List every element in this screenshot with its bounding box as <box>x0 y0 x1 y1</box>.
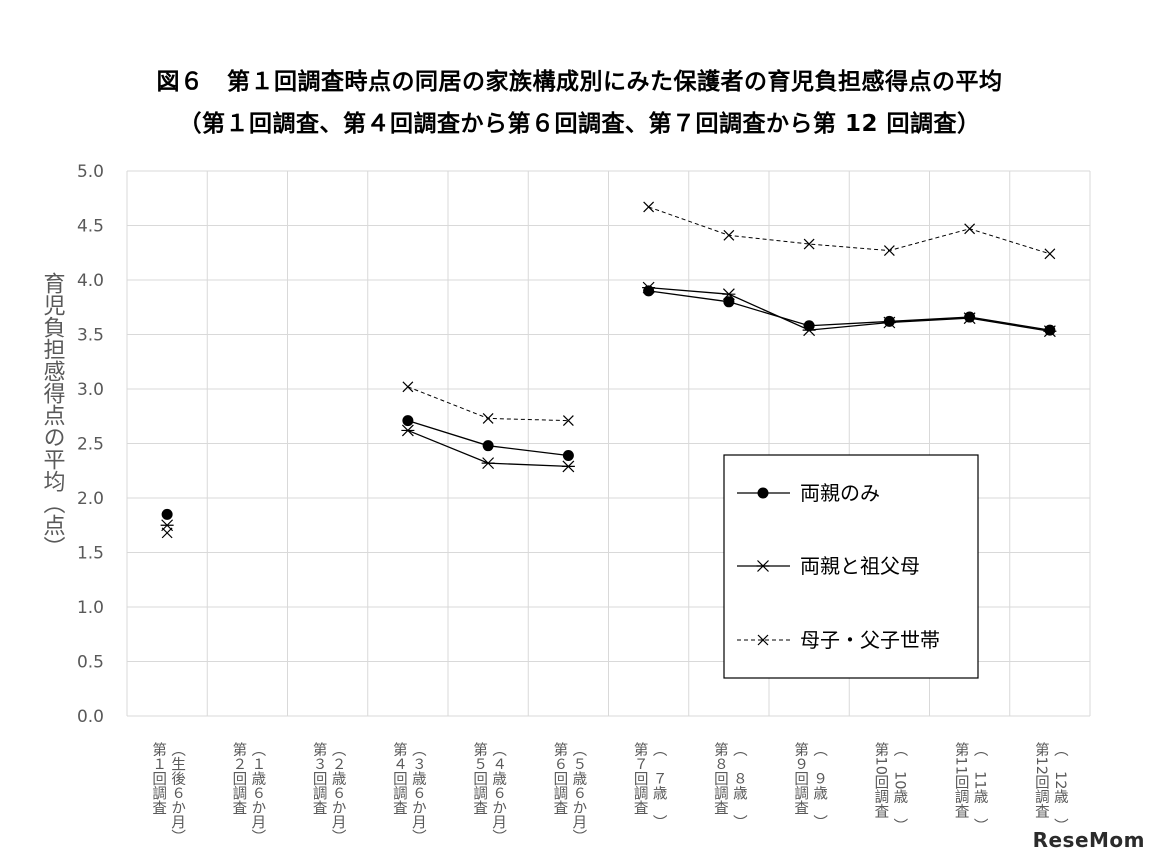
y-tick-label: 3.0 <box>77 380 104 400</box>
point-x <box>482 413 494 424</box>
chart-title-line1: 図６ 第１回調査時点の同居の家族構成別にみた保護者の育児負担感得点の平均 <box>156 69 1003 95</box>
y-tick-label: 2.5 <box>77 435 104 455</box>
point-circle <box>1044 324 1056 336</box>
legend-label: 母子・父子世帯 <box>800 628 940 652</box>
x-tick-sublabel: （３歳６か月） <box>410 742 426 844</box>
x-tick-label: 第10回調査 <box>872 741 888 819</box>
point-circle <box>482 440 494 452</box>
point-x <box>803 238 815 250</box>
point-star <box>722 288 736 301</box>
series-lines <box>407 206 1051 468</box>
x-tick-label: 第11回調査 <box>953 741 969 819</box>
legend-label: 両親と祖父母 <box>800 554 920 578</box>
y-tick-label: 1.5 <box>77 544 104 564</box>
point-circle <box>757 487 769 499</box>
x-tick-sublabel: （ ７歳 ） <box>651 742 667 829</box>
point-star <box>802 324 816 337</box>
series-line <box>407 386 569 422</box>
point-x <box>723 229 735 241</box>
point-x <box>562 415 574 427</box>
point-circle <box>883 315 895 327</box>
legend-label: 両親のみ <box>800 481 880 505</box>
x-tick-label: 第９回調査 <box>792 741 808 815</box>
x-tick-label: 第４回調査 <box>391 741 407 815</box>
series-line <box>648 290 1050 331</box>
x-tick-sublabel: （４歳６か月） <box>490 742 506 844</box>
x-tick-sublabel: （ ８歳 ） <box>731 742 747 829</box>
point-circle <box>723 296 735 308</box>
point-star <box>1043 325 1057 338</box>
point-circle <box>964 311 976 323</box>
y-axis-ticks: 0.0 0.5 1.0 1.5 2.0 2.5 3.0 3.5 4.0 4.5 5.0 <box>77 162 104 727</box>
x-tick-label: 第12回調査 <box>1033 741 1049 819</box>
y-tick-label: 0.0 <box>77 707 104 727</box>
x-tick-label: 第７回調査 <box>632 741 648 815</box>
y-tick-label: 1.0 <box>77 598 104 618</box>
point-x <box>643 201 655 213</box>
watermark-text: ReseMom <box>1032 828 1145 852</box>
series-line <box>648 286 1050 332</box>
x-tick-sublabel: （ 12歳 ） <box>1052 742 1068 833</box>
point-star <box>756 560 770 572</box>
point-star <box>642 281 656 294</box>
y-tick-label: 4.0 <box>77 271 104 291</box>
x-axis-labels: 第１回調査 （生後６か月） 第２回調査 （１歳６か月） 第３回調査 （２歳６か月） 第４回調… <box>150 741 1068 844</box>
point-circle <box>803 320 815 332</box>
point-circle <box>161 508 173 520</box>
x-tick-label: 第２回調査 <box>230 741 246 815</box>
x-tick-label: 第５回調査 <box>471 741 487 815</box>
y-tick-label: 0.5 <box>77 653 104 673</box>
x-tick-label: 第８回調査 <box>712 741 728 815</box>
point-x <box>402 381 414 393</box>
point-x <box>964 223 976 235</box>
point-x <box>883 245 895 256</box>
point-star <box>963 312 977 325</box>
y-tick-label: 5.0 <box>77 162 104 182</box>
point-star <box>481 457 495 470</box>
point-star <box>561 460 575 473</box>
x-tick-sublabel: （５歳６か月） <box>570 742 586 844</box>
point-circle <box>402 415 414 427</box>
x-tick-sublabel: （ ９歳 ） <box>811 742 827 829</box>
point-star <box>882 316 896 329</box>
x-tick-label: 第１回調査 <box>150 741 166 815</box>
x-tick-sublabel: （１歳６か月） <box>249 742 265 844</box>
point-x <box>1044 248 1056 260</box>
x-tick-sublabel: （ 11歳 ） <box>972 742 988 833</box>
point-circle <box>562 449 574 461</box>
point-x <box>757 634 769 646</box>
x-tick-label: 第３回調査 <box>311 741 327 815</box>
x-tick-sublabel: （生後６か月） <box>169 742 185 844</box>
series-markers <box>160 201 1057 539</box>
x-tick-sublabel: （ 10歳 ） <box>891 742 907 833</box>
grid-lines <box>126 170 1091 717</box>
y-axis-label: 育児負担感得点の平均（点） <box>40 272 66 558</box>
y-tick-label: 4.5 <box>77 217 104 237</box>
y-tick-label: 3.5 <box>77 326 104 346</box>
series-line <box>648 206 1051 255</box>
x-tick-sublabel: （２歳６か月） <box>330 742 346 844</box>
y-tick-label: 2.0 <box>77 489 104 509</box>
point-x <box>161 527 173 539</box>
watermark-logo: ReseMom <box>1033 828 1145 852</box>
x-tick-label: 第６回調査 <box>551 741 567 815</box>
chart-title-line2: （第１回調査、第４回調査から第６回調査、第７回調査から第 12 回調査） <box>178 111 981 137</box>
point-star <box>401 424 415 437</box>
